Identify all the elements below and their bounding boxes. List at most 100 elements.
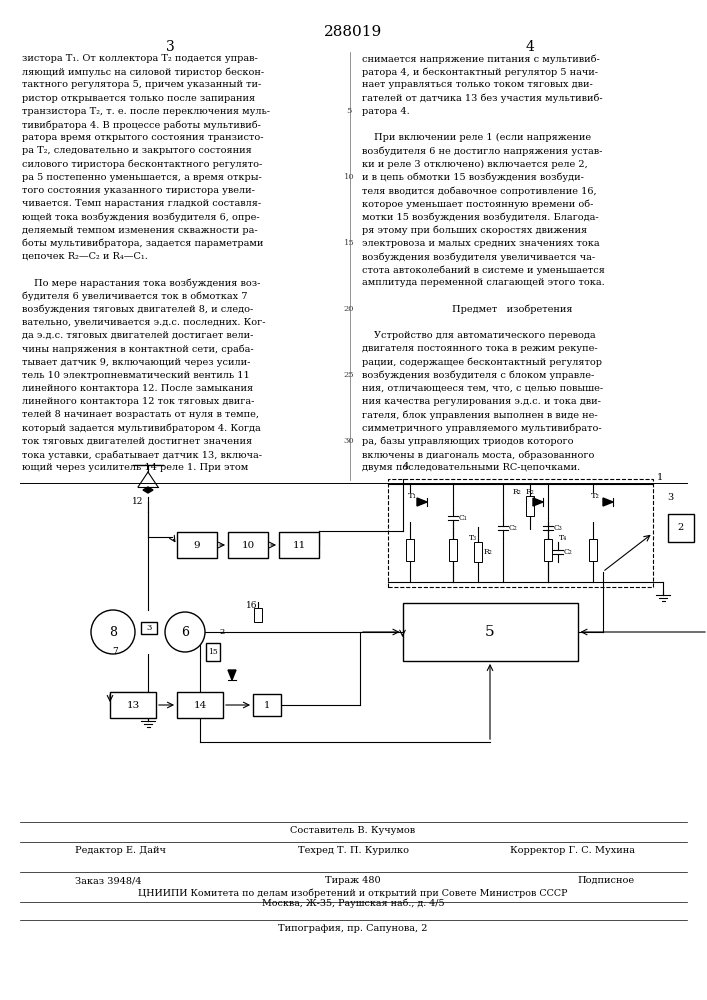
Bar: [388, 479, 653, 587]
Circle shape: [91, 610, 135, 654]
Text: C₁: C₁: [459, 514, 467, 522]
Text: ря этому при больших скоростях движения: ря этому при больших скоростях движения: [362, 226, 587, 235]
Text: T₄: T₄: [559, 534, 567, 542]
Bar: [402, 603, 578, 661]
Text: 4: 4: [403, 462, 409, 471]
Text: 13: 13: [127, 700, 139, 710]
Text: Москва, Ж-35, Раушская наб., д. 4/5: Москва, Ж-35, Раушская наб., д. 4/5: [262, 899, 444, 908]
Text: гателей от датчика 13 без участия мультивиб-: гателей от датчика 13 без участия мульти…: [362, 94, 602, 103]
Text: амплитуда переменной слагающей этого тока.: амплитуда переменной слагающей этого ток…: [362, 278, 604, 287]
Bar: [544, 539, 552, 561]
Bar: [254, 608, 262, 622]
Text: R₂: R₂: [513, 488, 522, 496]
Bar: [206, 643, 220, 661]
Text: Составитель В. Кучумов: Составитель В. Кучумов: [291, 826, 416, 835]
Text: которое уменьшает постоянную времени об-: которое уменьшает постоянную времени об-: [362, 199, 593, 209]
Text: возбуждения возбудителя с блоком управле-: возбуждения возбудителя с блоком управле…: [362, 371, 595, 380]
Text: Типография, пр. Сапунова, 2: Типография, пр. Сапунова, 2: [279, 924, 428, 933]
Bar: [253, 694, 281, 716]
Text: возбудителя 6 не достигло напряжения устав-: возбудителя 6 не достигло напряжения уст…: [362, 146, 602, 156]
Text: 2: 2: [219, 628, 225, 636]
Text: C₂: C₂: [563, 548, 573, 556]
Text: C₂: C₂: [508, 524, 518, 532]
Text: 8: 8: [109, 626, 117, 639]
Text: 7: 7: [112, 648, 118, 656]
Text: того состояния указанного тиристора увели-: того состояния указанного тиристора увел…: [22, 186, 255, 195]
Text: боты мультивибратора, задается параметрами: боты мультивибратора, задается параметра…: [22, 239, 264, 248]
Text: линейного контактора 12 ток тяговых двига-: линейного контактора 12 ток тяговых двиг…: [22, 397, 255, 406]
Text: По мере нарастания тока возбуждения воз-: По мере нарастания тока возбуждения воз-: [34, 278, 260, 288]
Text: транзистора T₂, т. е. после переключения муль-: транзистора T₂, т. е. после переключения…: [22, 107, 270, 116]
Text: тактного регулятора 5, причем указанный ти-: тактного регулятора 5, причем указанный …: [22, 80, 262, 89]
Polygon shape: [417, 498, 427, 506]
Text: ЦНИИПИ Комитета по делам изобретений и открытий при Совете Министров СССР: ЦНИИПИ Комитета по делам изобретений и о…: [139, 888, 568, 898]
Bar: [141, 622, 157, 634]
Text: ющей тока возбуждения возбудителя 6, опре-: ющей тока возбуждения возбудителя 6, опр…: [22, 212, 259, 222]
Text: снимается напряжение питания с мультивиб-: снимается напряжение питания с мультивиб…: [362, 54, 600, 64]
Text: деляемый темпом изменения скважности ра-: деляемый темпом изменения скважности ра-: [22, 226, 257, 235]
Bar: [668, 514, 694, 542]
Text: ляющий импульс на силовой тиристор бескон-: ляющий импульс на силовой тиристор беско…: [22, 67, 264, 77]
Bar: [406, 539, 414, 561]
Text: 5: 5: [485, 625, 495, 639]
Text: ратора 4, и бесконтактный регулятор 5 начи-: ратора 4, и бесконтактный регулятор 5 на…: [362, 67, 598, 77]
Text: силового тиристора бесконтактного регулято-: силового тиристора бесконтактного регуля…: [22, 160, 262, 169]
Text: чивается. Темп нарастания гладкой составля-: чивается. Темп нарастания гладкой состав…: [22, 199, 261, 208]
Text: ра, базы управляющих триодов которого: ра, базы управляющих триодов которого: [362, 437, 573, 446]
Polygon shape: [533, 498, 543, 506]
Text: Редактор Е. Дайч: Редактор Е. Дайч: [75, 846, 166, 855]
Text: Техред Т. П. Курилко: Техред Т. П. Курилко: [298, 846, 409, 855]
Text: ния качества регулирования э.д.с. и тока дви-: ния качества регулирования э.д.с. и тока…: [362, 397, 601, 406]
Text: 14: 14: [194, 700, 206, 710]
Text: симметричного управляемого мультивибрато-: симметричного управляемого мультивибрато…: [362, 424, 602, 433]
Text: ки и реле 3 отключено) включается реле 2,: ки и реле 3 отключено) включается реле 2…: [362, 160, 588, 169]
Text: 5: 5: [346, 107, 351, 115]
Text: Устройство для автоматического перевода: Устройство для автоматического перевода: [374, 331, 595, 340]
Text: гателя, блок управления выполнен в виде не-: гателя, блок управления выполнен в виде …: [362, 410, 597, 420]
Text: R₂: R₂: [525, 488, 534, 496]
Text: телей 8 начинает возрастать от нуля в темпе,: телей 8 начинает возрастать от нуля в те…: [22, 410, 259, 419]
Text: стота автоколебаний в системе и уменьшается: стота автоколебаний в системе и уменьшае…: [362, 265, 605, 275]
Text: 11: 11: [293, 540, 305, 550]
Text: возбуждения возбудителя увеличивается ча-: возбуждения возбудителя увеличивается ча…: [362, 252, 595, 261]
Text: который задается мультивибратором 4. Когда: который задается мультивибратором 4. Ког…: [22, 424, 261, 433]
Text: да э.д.с. тяговых двигателей достигает вели-: да э.д.с. тяговых двигателей достигает в…: [22, 331, 253, 340]
Text: 12: 12: [132, 497, 143, 506]
Text: C₃: C₃: [554, 524, 562, 532]
Bar: [449, 539, 457, 561]
Bar: [110, 692, 156, 718]
Circle shape: [165, 612, 205, 652]
Text: линейного контактора 12. После замыкания: линейного контактора 12. После замыкания: [22, 384, 253, 393]
Text: T₂: T₂: [590, 492, 600, 500]
Bar: [228, 532, 268, 558]
Text: Заказ 3948/4: Заказ 3948/4: [75, 876, 141, 885]
Text: 10: 10: [344, 173, 354, 181]
Text: 16: 16: [246, 600, 258, 609]
Text: При включении реле 1 (если напряжение: При включении реле 1 (если напряжение: [374, 133, 591, 142]
Bar: [279, 532, 319, 558]
Text: ющий через усилитель 14 реле 1. При этом: ющий через усилитель 14 реле 1. При этом: [22, 463, 248, 472]
Text: Подписное: Подписное: [578, 876, 635, 885]
Text: 3: 3: [146, 624, 152, 632]
Text: 4: 4: [525, 40, 534, 54]
Text: T₃: T₃: [469, 534, 477, 542]
Text: ратора 4.: ратора 4.: [362, 107, 410, 116]
Text: тока уставки, срабатывает датчик 13, включа-: тока уставки, срабатывает датчик 13, вкл…: [22, 450, 262, 460]
Text: тивибратора 4. В процессе работы мультивиб-: тивибратора 4. В процессе работы мультив…: [22, 120, 261, 129]
Polygon shape: [603, 498, 613, 506]
Text: 30: 30: [344, 437, 354, 445]
Text: R₂: R₂: [484, 548, 492, 556]
Text: теля вводится добавочное сопротивление 16,: теля вводится добавочное сопротивление 1…: [362, 186, 597, 196]
Text: ристор открывается только после запирания: ристор открывается только после запирани…: [22, 94, 255, 103]
Text: 3: 3: [667, 492, 673, 502]
Bar: [177, 532, 217, 558]
Bar: [177, 692, 223, 718]
Text: ратора время открытого состояния транзисто-: ратора время открытого состояния транзис…: [22, 133, 264, 142]
Text: тывает датчик 9, включающий через усили-: тывает датчик 9, включающий через усили-: [22, 358, 250, 367]
Bar: [589, 539, 597, 561]
Text: 2: 2: [678, 524, 684, 532]
Text: 15: 15: [208, 648, 218, 656]
Text: 288019: 288019: [324, 25, 382, 39]
Text: ток тяговых двигателей достигнет значения: ток тяговых двигателей достигнет значени…: [22, 437, 252, 446]
Text: 6: 6: [181, 626, 189, 639]
